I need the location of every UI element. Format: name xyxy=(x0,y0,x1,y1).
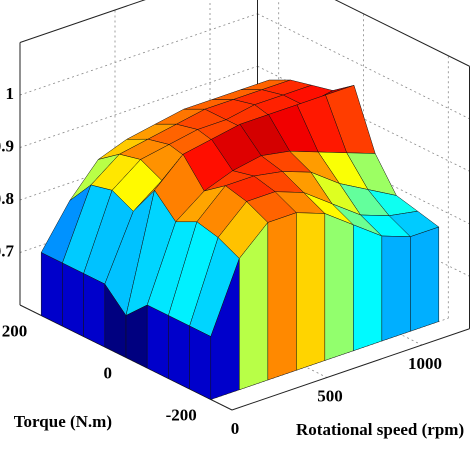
surface-skirt xyxy=(146,304,169,379)
y-axis-label: Torque (N.m) xyxy=(14,412,112,431)
surface-skirt xyxy=(324,213,354,361)
surface-skirt xyxy=(210,258,240,400)
z-tick-label: 0.8 xyxy=(0,189,14,208)
x-tick-label: 1000 xyxy=(408,354,442,373)
surface-skirt xyxy=(62,262,84,337)
surface-skirt xyxy=(410,226,440,332)
x-tick-label: 0 xyxy=(231,419,240,438)
x-axis xyxy=(231,328,470,411)
surface-skirt xyxy=(296,212,326,371)
surface-skirt xyxy=(125,304,148,369)
surface-skirt xyxy=(83,273,106,348)
surface-skirt xyxy=(189,325,212,400)
x-axis-label: Rotational speed (rpm) xyxy=(296,420,464,439)
surface-skirt xyxy=(381,235,411,342)
grid-line xyxy=(19,65,258,148)
x-tick-label: 500 xyxy=(317,386,343,405)
surface-skirt xyxy=(353,224,383,352)
surface-skirt xyxy=(267,212,297,381)
z-tick-label: 1 xyxy=(6,84,15,103)
z-tick-label: 0.9 xyxy=(0,136,14,155)
surface-skirt xyxy=(40,252,63,327)
box-edge xyxy=(19,0,146,43)
surface-skirt xyxy=(168,315,190,390)
box-edge xyxy=(334,0,470,67)
grid-line xyxy=(19,13,258,96)
y-tick-label: 200 xyxy=(2,321,28,340)
y-tick-label: -200 xyxy=(166,405,197,424)
z-tick-label: 0.7 xyxy=(0,241,15,260)
y-tick-label: 0 xyxy=(104,363,113,382)
